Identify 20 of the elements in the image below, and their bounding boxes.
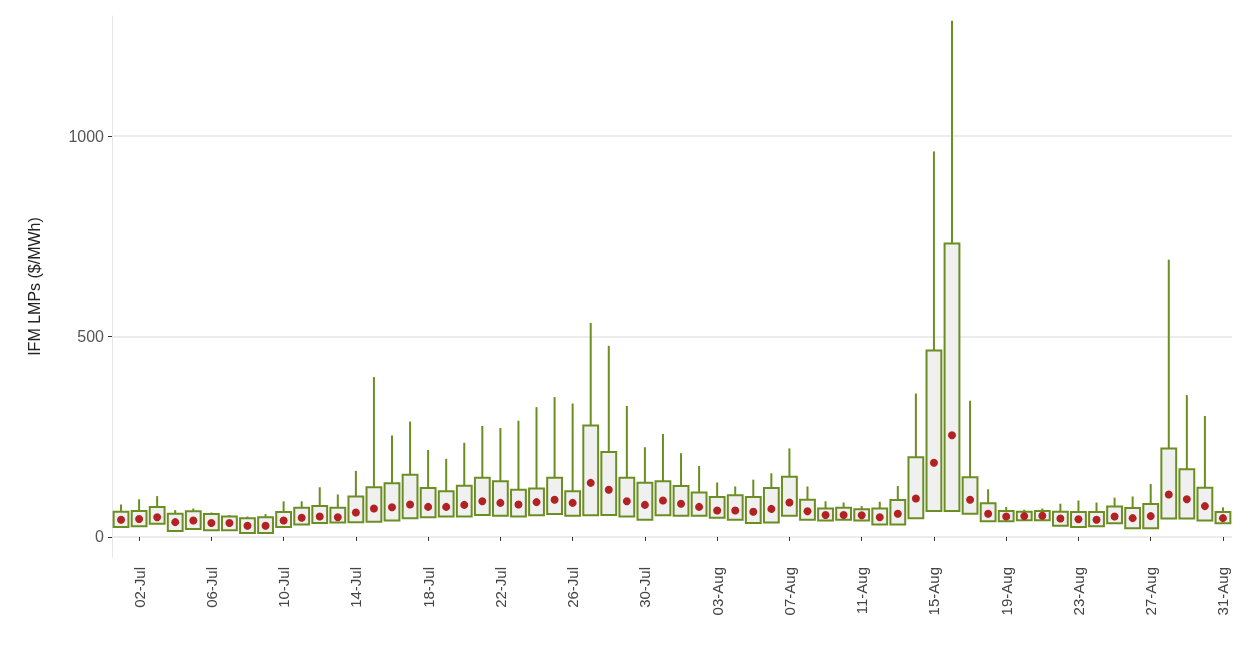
x-tick-label: 27-Aug xyxy=(1142,567,1160,616)
x-tick-label: 31-Aug xyxy=(1214,567,1232,616)
x-tick-label: 30-Jul xyxy=(636,567,654,608)
x-tick-label: 02-Jul xyxy=(130,567,148,608)
y-axis-title: IFM LMPs ($/MWh) xyxy=(25,217,43,356)
x-tick-label: 06-Jul xyxy=(202,567,220,608)
x-tick-label: 26-Jul xyxy=(564,567,582,608)
x-tick-label: 15-Aug xyxy=(925,567,943,616)
x-tick-label: 03-Aug xyxy=(708,567,726,616)
x-tick-label: 10-Jul xyxy=(275,567,293,608)
y-tick-label: 1000 xyxy=(68,127,105,145)
x-tick-label: 23-Aug xyxy=(1069,567,1087,616)
x-tick-label: 07-Aug xyxy=(780,567,798,616)
x-tick-label: 22-Jul xyxy=(491,567,509,608)
x-tick-label: 19-Aug xyxy=(997,567,1015,616)
x-tick-label: 14-Jul xyxy=(347,567,365,608)
x-tick-label: 18-Jul xyxy=(419,567,437,608)
y-tick-label: 500 xyxy=(77,328,105,346)
x-tick-label: 11-Aug xyxy=(853,567,871,615)
y-tick-label: 0 xyxy=(95,528,105,546)
